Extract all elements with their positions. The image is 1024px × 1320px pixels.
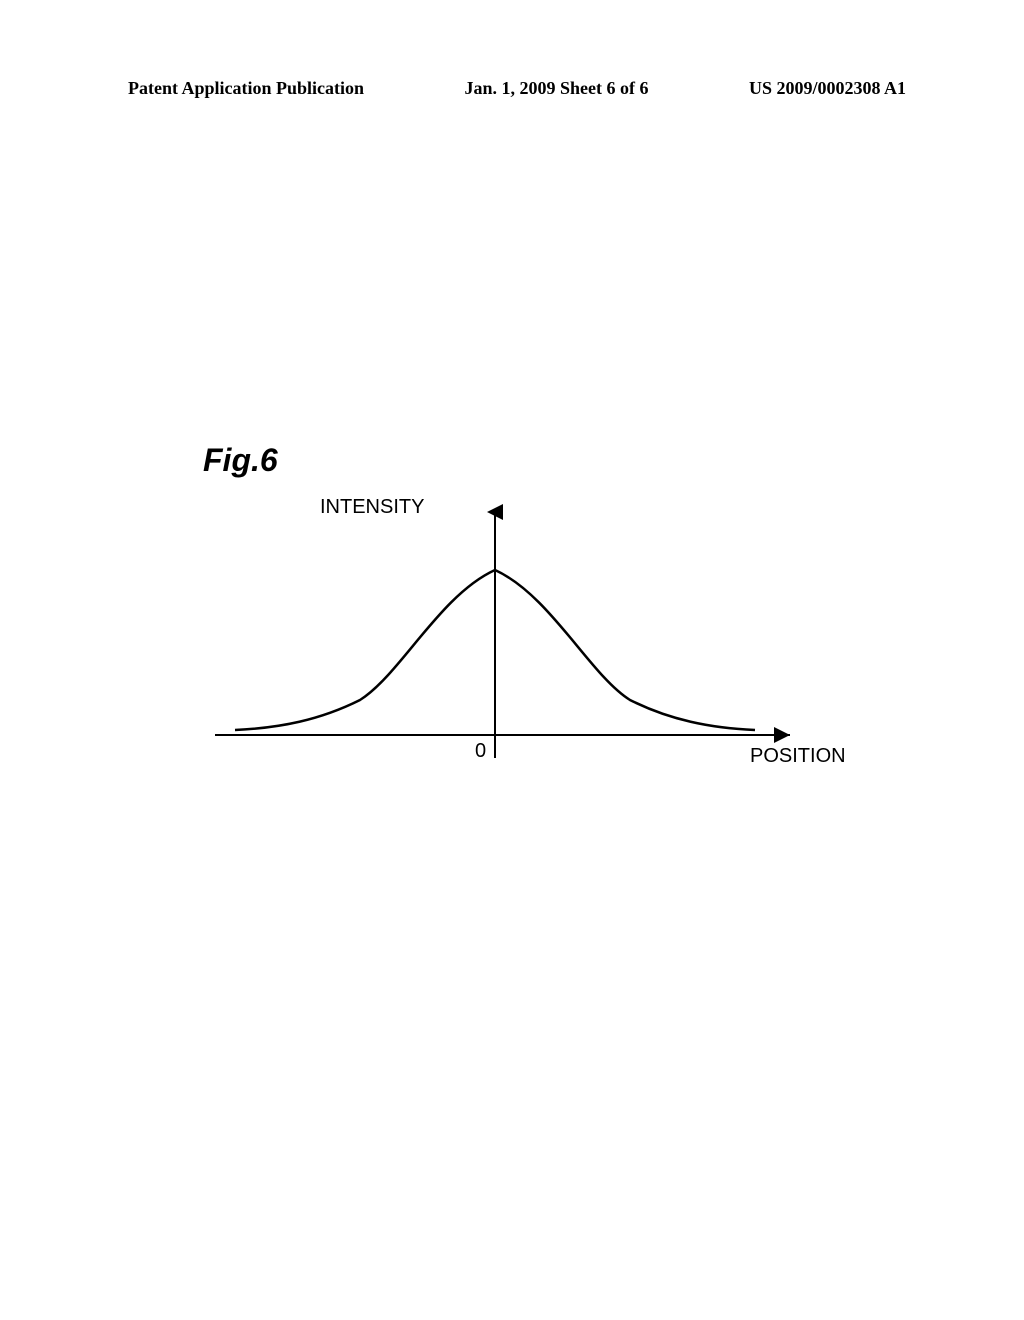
header-right-text: US 2009/0002308 A1 bbox=[749, 78, 906, 99]
header-left-text: Patent Application Publication bbox=[128, 78, 364, 99]
figure-label: Fig.6 bbox=[203, 442, 278, 479]
figure-svg bbox=[200, 490, 840, 810]
y-axis-label: INTENSITY bbox=[320, 496, 424, 519]
figure-container: INTENSITY POSITION 0 bbox=[200, 490, 840, 810]
origin-label: 0 bbox=[475, 740, 486, 763]
x-axis-label: POSITION bbox=[750, 745, 846, 768]
page-header: Patent Application Publication Jan. 1, 2… bbox=[0, 78, 1024, 99]
header-center-text: Jan. 1, 2009 Sheet 6 of 6 bbox=[465, 78, 649, 99]
